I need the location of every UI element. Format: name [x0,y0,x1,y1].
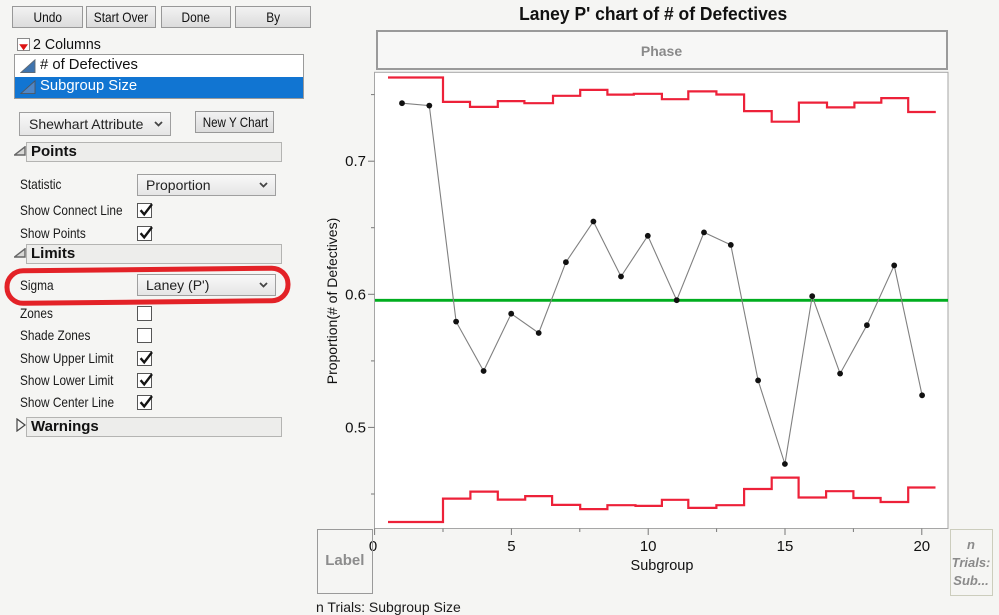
svg-text:10: 10 [640,538,657,555]
svg-text:Subgroup: Subgroup [631,558,694,574]
svg-text:Proportion(# of Defectives): Proportion(# of Defectives) [324,218,340,385]
svg-text:0.5: 0.5 [345,419,366,436]
svg-text:0.6: 0.6 [345,286,366,303]
svg-text:20: 20 [913,538,930,555]
svg-text:0.7: 0.7 [345,153,366,170]
svg-text:15: 15 [777,538,794,555]
svg-text:5: 5 [507,538,515,555]
svg-text:0: 0 [369,538,377,555]
